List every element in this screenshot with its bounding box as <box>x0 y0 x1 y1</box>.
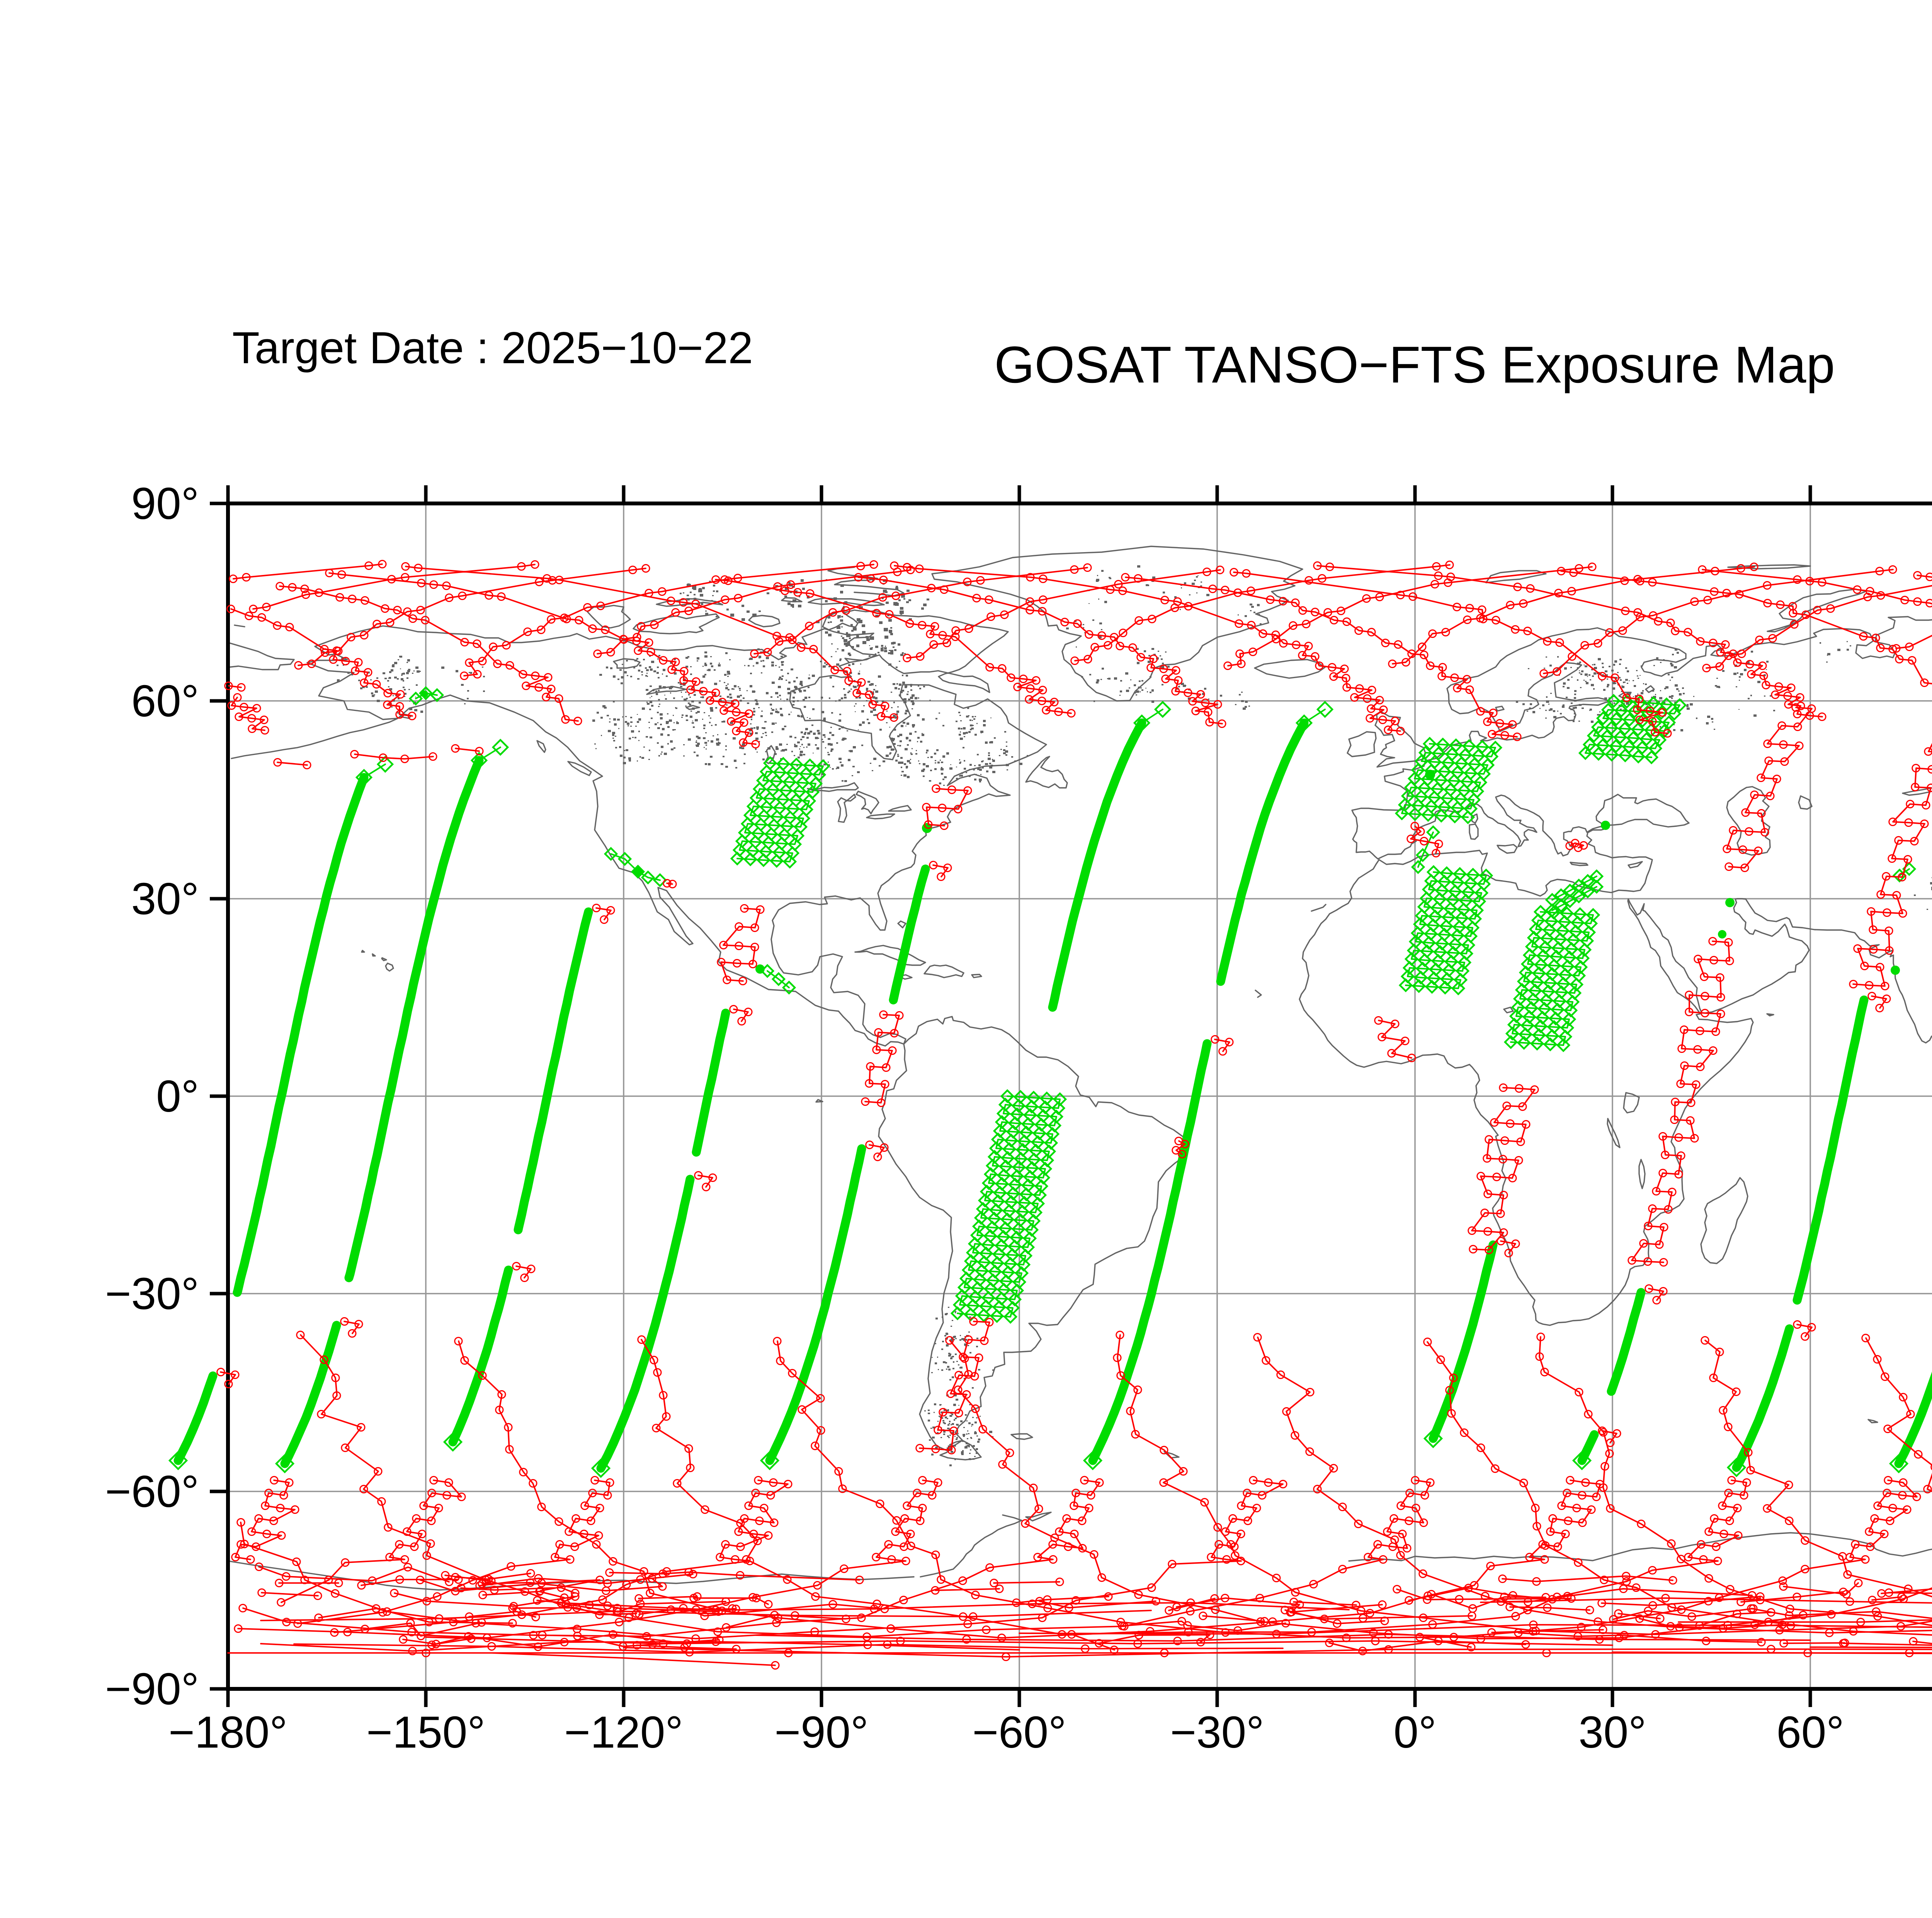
svg-text:30°: 30° <box>131 874 199 924</box>
svg-text:−60°: −60° <box>972 1707 1066 1757</box>
svg-text:0°: 0° <box>1394 1707 1437 1757</box>
svg-text:−90°: −90° <box>774 1707 868 1757</box>
svg-text:−30°: −30° <box>1170 1707 1264 1757</box>
svg-text:60°: 60° <box>131 676 199 726</box>
svg-text:90°: 90° <box>131 478 199 529</box>
svg-text:60°: 60° <box>1776 1707 1844 1757</box>
svg-text:GOSAT TANSO−FTS Exposure Map: GOSAT TANSO−FTS Exposure Map <box>994 336 1835 394</box>
svg-text:−30°: −30° <box>105 1268 199 1319</box>
svg-text:−120°: −120° <box>564 1707 683 1757</box>
svg-text:0°: 0° <box>156 1071 199 1121</box>
svg-text:−150°: −150° <box>366 1707 485 1757</box>
svg-text:Target Date : 2025−10−22: Target Date : 2025−10−22 <box>232 323 753 373</box>
svg-text:30°: 30° <box>1578 1707 1646 1757</box>
svg-text:−90°: −90° <box>105 1664 199 1714</box>
svg-text:−180°: −180° <box>168 1707 287 1757</box>
svg-text:−60°: −60° <box>105 1466 199 1517</box>
